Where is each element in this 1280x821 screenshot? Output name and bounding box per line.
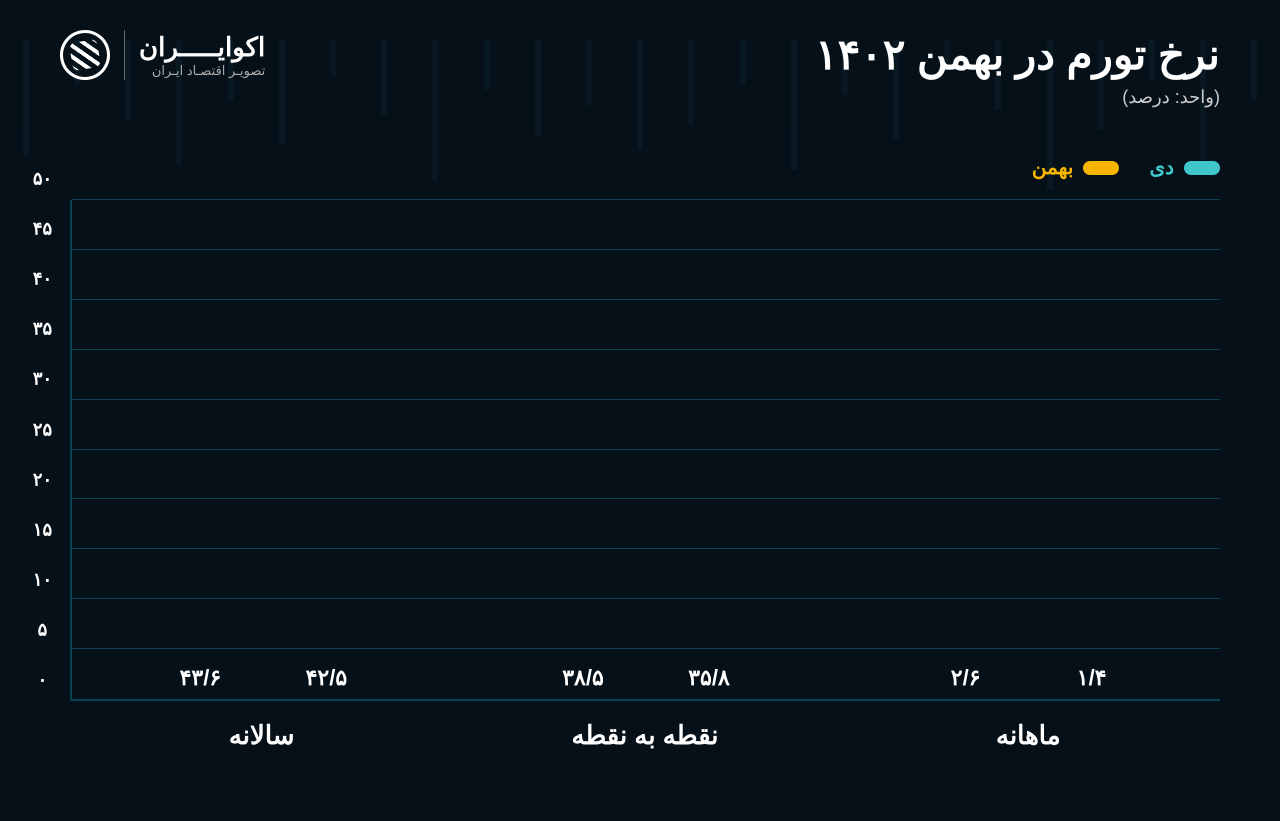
category-label: ماهانه (837, 720, 1220, 751)
gridline (72, 548, 1220, 549)
bar-value-label: ۴۲/۵ (306, 665, 348, 691)
legend: دی بهمن (1032, 155, 1220, 180)
category-label: نقطه به نقطه (453, 720, 836, 751)
gridline (72, 449, 1220, 450)
logo-icon (56, 26, 114, 84)
plot-area: ۴۳/۶ ۴۲/۵ ۳۸/۵ ۳۵/۸ ۲/۶ ۱/۴ (70, 200, 1220, 701)
bar-groups: ۴۳/۶ ۴۲/۵ ۳۸/۵ ۳۵/۸ ۲/۶ ۱/۴ (72, 200, 1220, 699)
gridline (72, 648, 1220, 649)
category-label: سالانه (70, 720, 453, 751)
legend-swatch (1184, 161, 1220, 175)
logo: اکوایـــــران تصویـر اقتصـاد ایـران (60, 30, 265, 80)
y-tick: ۵۰ (20, 169, 65, 190)
bar-value-label: ۳۸/۵ (562, 665, 604, 691)
title-block: نرخ تورم در بهمن ۱۴۰۲ (واحد: درصد) (815, 30, 1220, 108)
bar-value-label: ۴۳/۶ (180, 665, 222, 691)
bar-value-label: ۲/۶ (951, 665, 981, 691)
y-tick: ۱۰ (20, 569, 65, 590)
legend-label: بهمن (1032, 155, 1074, 180)
legend-item: دی (1149, 155, 1220, 180)
y-tick: ۰ (20, 670, 65, 691)
main-title: نرخ تورم در بهمن ۱۴۰۲ (815, 30, 1220, 79)
gridline (72, 249, 1220, 250)
y-tick: ۲۰ (20, 469, 65, 490)
x-axis-labels: سالانهنقطه به نقطهماهانه (70, 720, 1220, 751)
header: نرخ تورم در بهمن ۱۴۰۲ (واحد: درصد) اکوای… (60, 30, 1220, 108)
y-tick: ۴۰ (20, 269, 65, 290)
gridline (72, 299, 1220, 300)
legend-swatch (1083, 161, 1119, 175)
gridline (72, 598, 1220, 599)
y-tick: ۱۵ (20, 519, 65, 540)
gridline (72, 349, 1220, 350)
y-tick: ۳۰ (20, 369, 65, 390)
bar-value-label: ۱/۴ (1077, 665, 1107, 691)
logo-tagline: تصویـر اقتصـاد ایـران (139, 63, 265, 79)
legend-item: بهمن (1032, 155, 1120, 180)
y-tick: ۴۵ (20, 219, 65, 240)
gridline (72, 399, 1220, 400)
y-tick: ۳۵ (20, 319, 65, 340)
logo-name: اکوایـــــران (139, 32, 265, 63)
logo-divider (124, 30, 125, 80)
subtitle: (واحد: درصد) (815, 87, 1220, 108)
chart: ۰۵۱۰۱۵۲۰۲۵۳۰۳۵۴۰۴۵۵۰ ۴۳/۶۴۲/۵۳۸/۵۳۵/۸۲/۶… (70, 200, 1220, 741)
gridline (72, 199, 1220, 200)
bar-value-label: ۳۵/۸ (688, 665, 730, 691)
y-tick: ۵ (20, 619, 65, 640)
legend-label: دی (1149, 155, 1174, 180)
y-tick: ۲۵ (20, 419, 65, 440)
gridline (72, 498, 1220, 499)
y-axis: ۰۵۱۰۱۵۲۰۲۵۳۰۳۵۴۰۴۵۵۰ (20, 200, 65, 701)
